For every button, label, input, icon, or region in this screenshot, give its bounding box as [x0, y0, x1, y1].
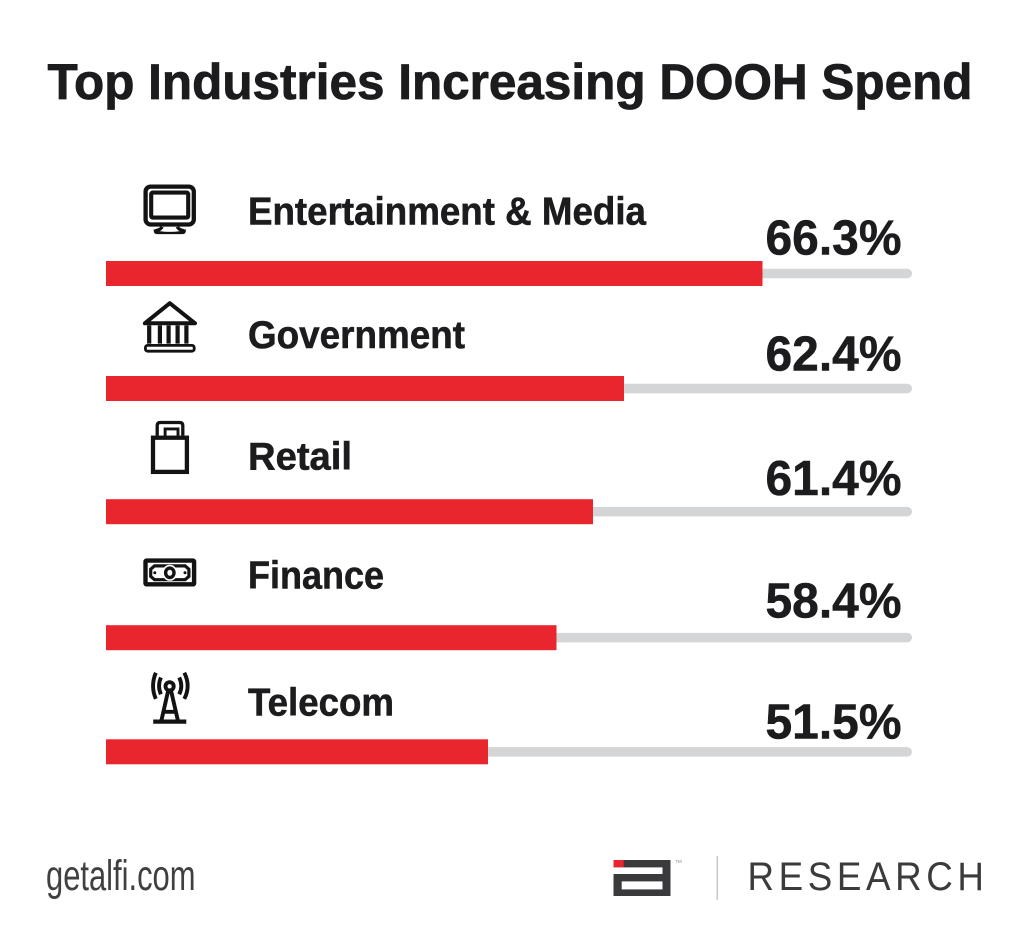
svg-text:58.4%: 58.4% [766, 574, 902, 629]
svg-text:TM: TM [676, 859, 683, 864]
svg-text:RESEARCH: RESEARCH [748, 855, 989, 899]
svg-text:Finance: Finance [248, 555, 384, 598]
svg-text:51.5%: 51.5% [766, 694, 902, 749]
svg-text:Government: Government [248, 314, 465, 357]
svg-text:Top Industries Increasing DOOH: Top Industries Increasing DOOH Spend [48, 53, 973, 110]
svg-text:62.4%: 62.4% [766, 327, 902, 382]
svg-text:getalfi.com: getalfi.com [46, 853, 196, 900]
svg-text:Retail: Retail [248, 436, 352, 479]
svg-text:Entertainment & Media: Entertainment & Media [248, 190, 647, 233]
svg-text:61.4%: 61.4% [766, 451, 902, 506]
svg-text:66.3%: 66.3% [766, 211, 902, 266]
svg-text:Telecom: Telecom [248, 682, 394, 725]
